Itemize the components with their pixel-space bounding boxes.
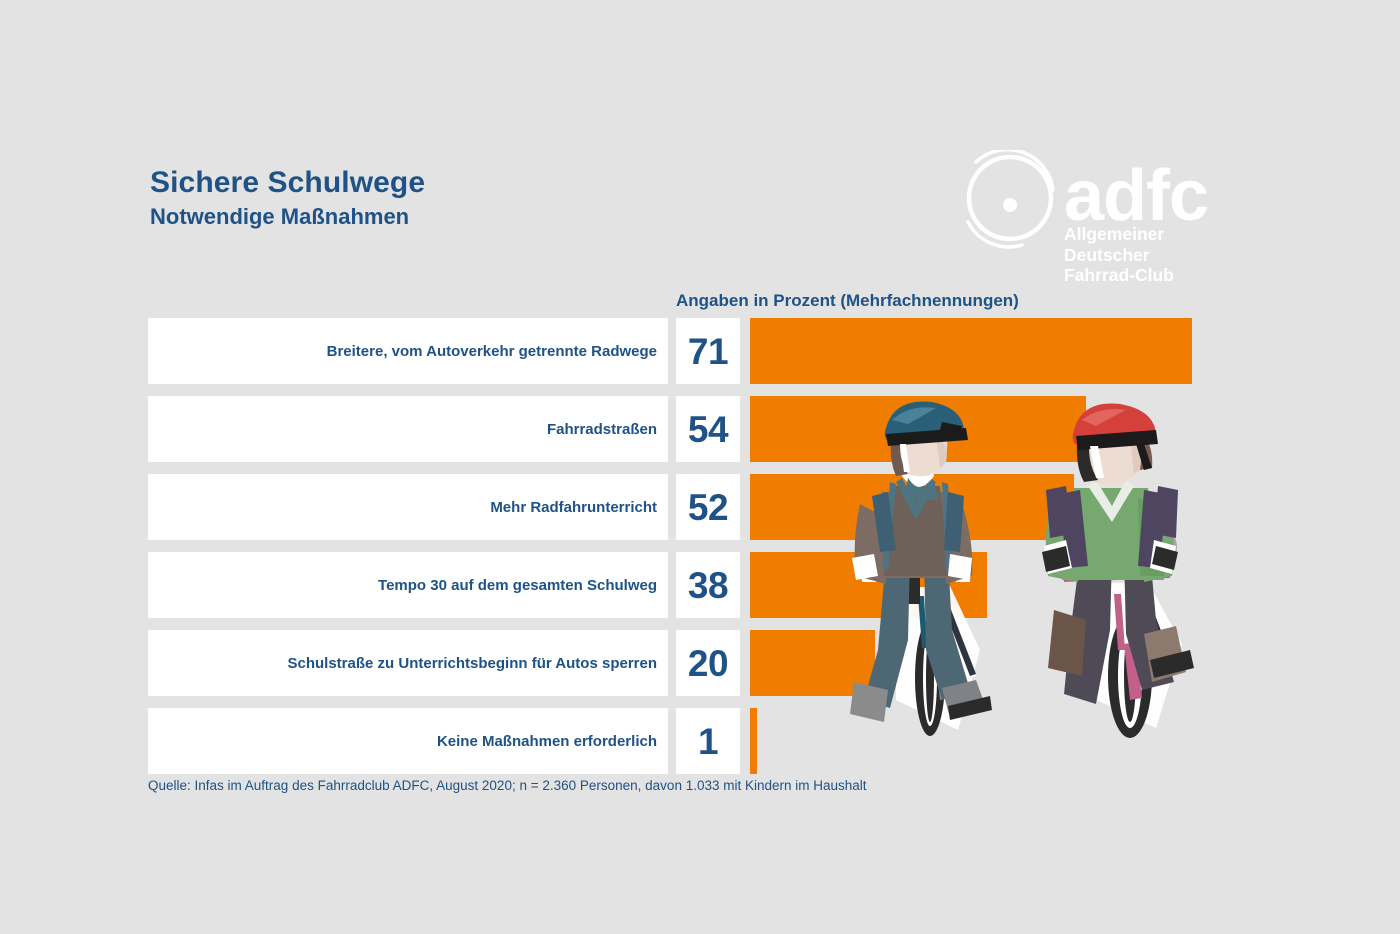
row-bar <box>750 708 757 774</box>
chart-row: Mehr Radfahrunterricht 52 <box>148 474 1208 540</box>
chart-row: Schulstraße zu Unterrichtsbeginn für Aut… <box>148 630 1208 696</box>
row-value: 20 <box>687 642 729 684</box>
chart-caption: Angaben in Prozent (Mehrfachnennungen) <box>676 291 1019 310</box>
row-label-panel: Breitere, vom Autoverkehr getrennte Radw… <box>148 318 668 384</box>
row-value: 71 <box>687 330 729 372</box>
row-value: 52 <box>687 486 729 528</box>
chart-row: Fahrradstraßen 54 <box>148 396 1208 462</box>
row-label-panel: Keine Maßnahmen erforderlich <box>148 708 668 774</box>
row-bar <box>750 318 1192 384</box>
chart-row: Breitere, vom Autoverkehr getrennte Radw… <box>148 318 1208 384</box>
logo-tagline-line1: Allgemeiner Deutscher <box>1064 224 1165 265</box>
logo-tagline-line2: Fahrrad-Club <box>1064 265 1174 286</box>
row-value-panel: 38 <box>676 552 740 618</box>
adfc-wheel-icon <box>966 150 1055 249</box>
page-title: Sichere Schulwege <box>150 166 426 199</box>
row-label: Tempo 30 auf dem gesamten Schulweg <box>378 576 657 594</box>
row-label-panel: Tempo 30 auf dem gesamten Schulweg <box>148 552 668 618</box>
chart-row: Tempo 30 auf dem gesamten Schulweg 38 <box>148 552 1208 618</box>
row-value: 54 <box>687 408 729 450</box>
row-label: Fahrradstraßen <box>546 420 657 438</box>
row-label: Breitere, vom Autoverkehr getrennte Radw… <box>326 342 657 360</box>
bar-chart: Breitere, vom Autoverkehr getrennte Radw… <box>148 318 1208 774</box>
row-value-panel: 52 <box>676 474 740 540</box>
chart-row: Keine Maßnahmen erforderlich 1 <box>148 708 1208 774</box>
row-bar <box>750 396 1087 462</box>
row-label: Mehr Radfahrunterricht <box>490 498 657 516</box>
row-label-panel: Fahrradstraßen <box>148 396 668 462</box>
row-value: 38 <box>687 564 729 606</box>
row-value-panel: 20 <box>676 630 740 696</box>
source-note: Quelle: Infas im Auftrag des Fahrradclub… <box>148 778 867 793</box>
row-label: Keine Maßnahmen erforderlich <box>436 732 657 750</box>
row-label-panel: Schulstraße zu Unterrichtsbeginn für Aut… <box>148 630 668 696</box>
svg-text:adfc: adfc <box>1064 156 1208 236</box>
row-value: 1 <box>697 720 719 762</box>
row-bar <box>750 552 987 618</box>
row-label-panel: Mehr Radfahrunterricht <box>148 474 668 540</box>
adfc-logo: adfc Allgemeiner Deutscher Fahrrad-Club <box>952 150 1252 285</box>
row-value-panel: 1 <box>676 708 740 774</box>
row-bar <box>750 630 875 696</box>
row-value-panel: 71 <box>676 318 740 384</box>
page-subtitle: Notwendige Maßnahmen <box>150 203 410 229</box>
row-value-panel: 54 <box>676 396 740 462</box>
row-label: Schulstraße zu Unterrichtsbeginn für Aut… <box>287 654 658 672</box>
row-bar <box>750 474 1074 540</box>
header: Sichere Schulwege Notwendige Maßnahmen <box>150 166 425 229</box>
